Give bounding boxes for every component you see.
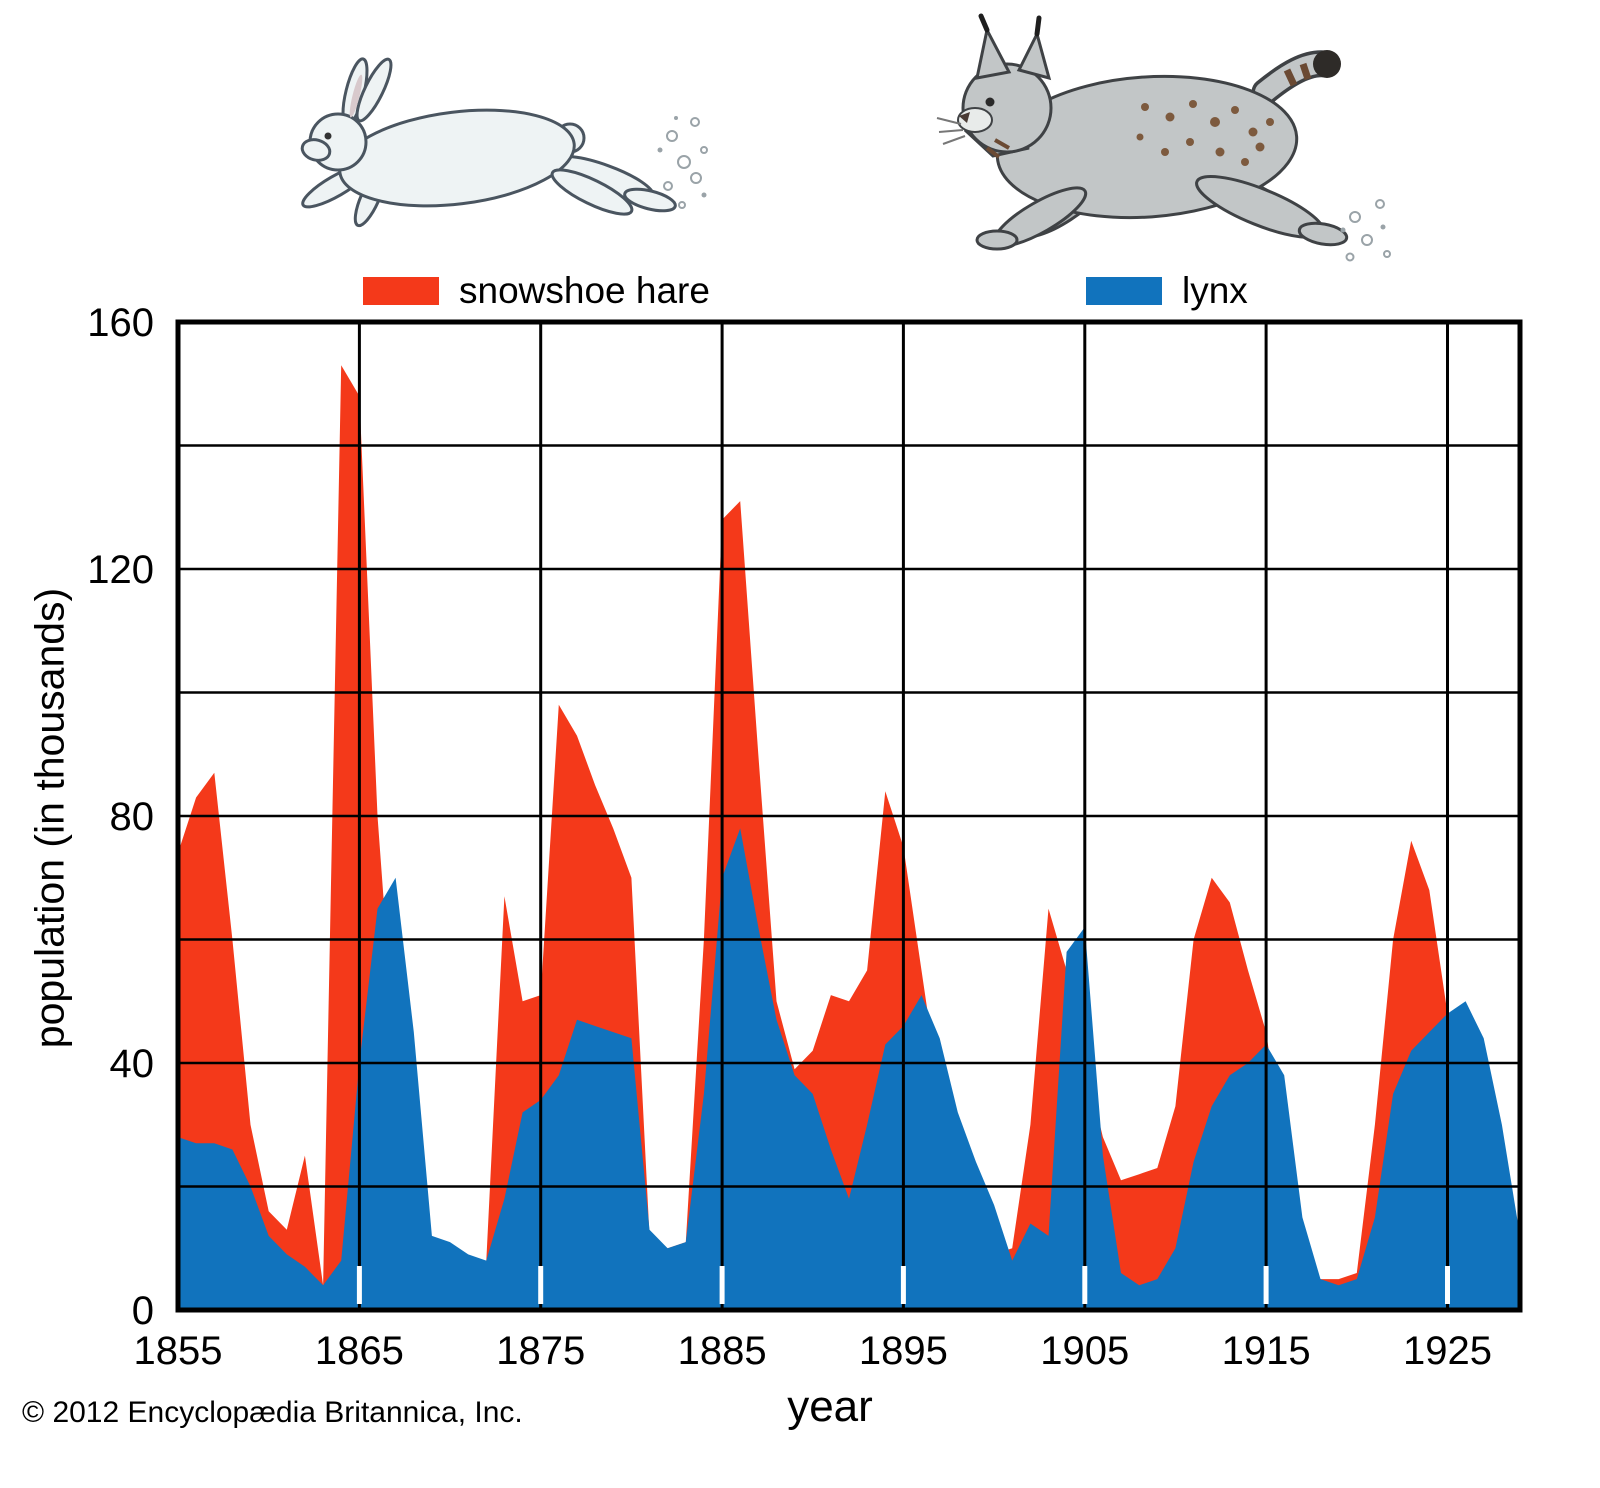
- lynx-ear: [975, 25, 1012, 80]
- lynx-legend-label: lynx: [1182, 270, 1248, 311]
- hare-body-group: [300, 57, 677, 228]
- y-tick-label: 80: [110, 795, 155, 839]
- lynx-nose: [959, 112, 970, 123]
- lynx-tail: [1251, 50, 1341, 106]
- x-tick-label: 1895: [859, 1329, 948, 1373]
- lynx-whiskers: [936, 117, 966, 145]
- hare-body: [338, 108, 576, 208]
- hare-inner-ear: [349, 74, 363, 118]
- copyright-notice: © 2012 Encyclopædia Britannica, Inc.: [22, 1396, 523, 1429]
- x-tick-label: 1875: [496, 1329, 585, 1373]
- x-tick-label: 1855: [134, 1329, 223, 1373]
- legend-item-lynx: lynx: [1086, 272, 1248, 309]
- hare-eye: [324, 132, 332, 140]
- x-tick-label: 1925: [1403, 1329, 1492, 1373]
- lynx-illustration: [935, 12, 1400, 272]
- snowshoe-hare-population-area: [178, 365, 1520, 1310]
- lynx-hind-foot: [1297, 221, 1349, 247]
- hare-illustration: [252, 50, 722, 240]
- lynx-ear: [1016, 29, 1052, 81]
- lynx-spots: [1136, 100, 1274, 166]
- hare-dust-specks: [663, 117, 708, 209]
- lynx-dust-dots: [1340, 224, 1386, 233]
- lynx-ear-tuft: [1034, 15, 1042, 37]
- y-tick-label: 160: [87, 301, 154, 345]
- lynx-front-paw: [975, 229, 1019, 251]
- y-tick-label: 120: [87, 548, 154, 592]
- hare-legend-label: snowshoe hare: [459, 270, 710, 311]
- lynx-dust-specks: [1345, 199, 1391, 262]
- x-tick-label: 1905: [1040, 1329, 1129, 1373]
- hare-legend-swatch: [363, 276, 439, 305]
- x-tick-label: 1915: [1222, 1329, 1311, 1373]
- y-axis-title: population (in thousands): [26, 587, 73, 1049]
- lynx-eye: [985, 97, 995, 107]
- hare-hind-foot: [623, 187, 677, 213]
- x-tick-label: 1865: [315, 1329, 404, 1373]
- y-tick-label: 0: [132, 1289, 154, 1333]
- lynx-cheek-stripes: [985, 138, 1010, 159]
- hare-dust-dots: [657, 116, 707, 198]
- y-tick-label: 40: [110, 1042, 155, 1086]
- lynx-image: [936, 13, 1391, 262]
- lynx-ear-tuft: [978, 13, 990, 33]
- legend-item-hare: snowshoe hare: [363, 272, 710, 309]
- hare-hind-leg: [550, 168, 634, 216]
- x-tick-label: 1885: [678, 1329, 767, 1373]
- lynx-population-area: [178, 828, 1520, 1310]
- hare-ear: [355, 57, 393, 123]
- hare-muzzle: [300, 138, 332, 162]
- x-axis-title: year: [787, 1382, 873, 1431]
- lynx-legend-swatch: [1086, 276, 1162, 305]
- hare-image: [300, 57, 708, 228]
- plot-border: [175, 319, 1523, 1313]
